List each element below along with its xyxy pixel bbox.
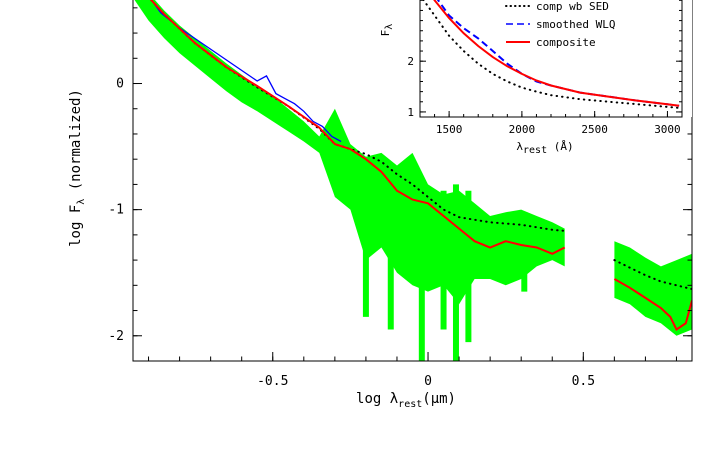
main-x-tick-label: 0 — [424, 374, 432, 389]
series-composite-ir — [613, 278, 692, 331]
inset-x-tick-label: 3000 — [654, 123, 681, 136]
main-y-tick-label: -1 — [108, 203, 124, 218]
inset-y-tick-label: 1 — [407, 106, 414, 119]
inset-x-tick-label: 2000 — [509, 123, 536, 136]
series-comp-wb-sed — [149, 0, 569, 233]
inset-plot-data — [422, 0, 681, 109]
main-plot-data — [134, 0, 692, 361]
inset-x-tick-label: 1500 — [436, 123, 463, 136]
series-envelope-ir — [614, 241, 692, 336]
inset-plot-axes: 1500 2000 2500 3000 1 2 — [407, 0, 683, 136]
series-composite — [149, 0, 566, 255]
inset-legend: comp wb SED smoothed WLQ composite — [505, 0, 615, 49]
inset-x-axis-label: λrest (Å) — [516, 140, 573, 156]
legend-label: smoothed WLQ — [536, 18, 615, 31]
inset-x-tick-label: 2500 — [581, 123, 608, 136]
main-y-tick-label: 0 — [116, 77, 124, 92]
series-inset-composite — [433, 0, 680, 107]
main-frame — [132, 0, 693, 362]
main-y-axis-label: log Fλ (normalized) — [68, 89, 87, 247]
legend-label: comp wb SED — [536, 0, 609, 13]
inset-y-tick-label: 2 — [407, 55, 414, 68]
main-y-tick-label: -2 — [108, 329, 124, 344]
legend-label: composite — [536, 36, 596, 49]
main-x-axis-label: log λrest(μm) — [356, 391, 456, 410]
inset-plot: 1500 2000 2500 3000 1 2 comp wb SED smoothed W… — [379, 0, 692, 156]
main-x-tick-label: 0.5 — [572, 374, 595, 389]
series-inset-comp-wb — [422, 0, 681, 109]
x-label-log: log λrest(μm) — [356, 391, 456, 410]
inset-y-axis-label: Fλ — [379, 24, 395, 37]
main-x-tick-label: -0.5 — [257, 374, 288, 389]
